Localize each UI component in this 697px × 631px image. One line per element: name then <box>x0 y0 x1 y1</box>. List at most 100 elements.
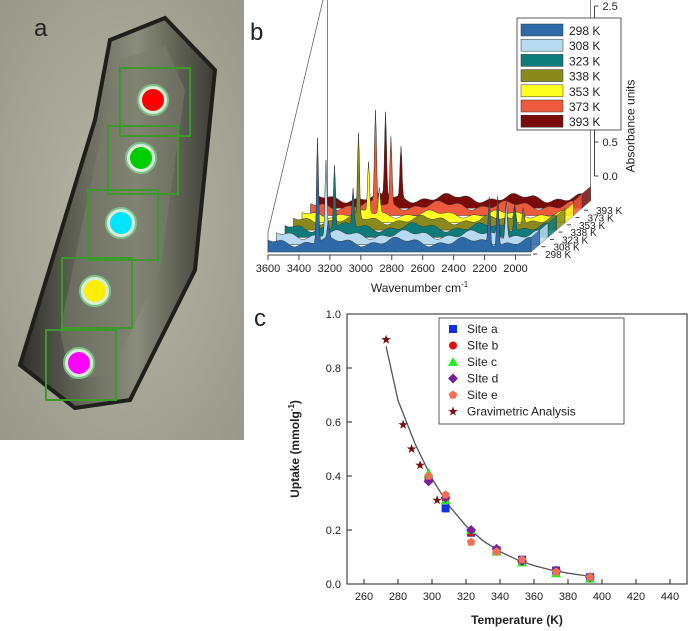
x-tick-label: 400 <box>593 591 611 603</box>
depth-label: 323 K <box>562 235 588 246</box>
legend-label: Site c <box>467 355 497 369</box>
legend-box <box>438 317 625 425</box>
x-tick-label: 3000 <box>349 263 373 275</box>
legend-label: SIte b <box>467 339 499 353</box>
y-axis-title-sup: -1 <box>287 404 296 412</box>
legend-label: 338 K <box>569 70 600 84</box>
y-tick-label: 0.6 <box>326 417 341 429</box>
legend-label: 373 K <box>569 100 600 114</box>
legend-swatch <box>520 114 564 128</box>
point-gravimetric-analysis <box>381 334 391 344</box>
point-site-e <box>551 567 561 576</box>
site-d-marker <box>130 147 152 169</box>
x-tick-label: 300 <box>423 591 441 603</box>
point-gravimetric-analysis <box>432 495 442 505</box>
point-site-e <box>492 547 501 556</box>
x-tick-label: 2800 <box>380 263 404 275</box>
y-tick-label: 0.4 <box>326 471 341 483</box>
x-tick-label: 2600 <box>410 263 434 275</box>
point-gravimetric-analysis <box>406 444 417 453</box>
spectrum-298k <box>267 137 532 253</box>
legend-marker <box>448 390 458 399</box>
legend-label: 353 K <box>569 85 600 99</box>
site-b-marker <box>84 280 106 302</box>
point-gravimetric-analysis <box>415 460 425 470</box>
depth-label: 308 K <box>554 243 580 254</box>
x-tick-label: 340 <box>491 591 509 603</box>
z-tick-label: 0.5 <box>603 137 618 149</box>
x-tick-label: 3600 <box>256 263 280 275</box>
depth-label: 353 K <box>579 221 605 232</box>
panel-label-a: a <box>34 15 48 42</box>
point-site-e <box>517 555 527 564</box>
depth-label: 393 K <box>596 206 622 217</box>
point-site-e <box>466 537 476 546</box>
legend-marker <box>449 325 457 333</box>
spectra-3d-chart: 3600 3400 3200 3000 2800 2600 2400 2200 2000 Wave… <box>250 0 638 295</box>
z-axis-title: Absorbance units <box>624 80 638 173</box>
y-tick-label: 0.2 <box>326 525 341 537</box>
depth-label: 298 K <box>545 250 571 261</box>
panel-label-b: b <box>250 19 263 46</box>
spectrum-side-6 <box>581 186 591 209</box>
y-axis-title: Uptake (mmolg-1) <box>287 400 302 498</box>
plot-frame <box>346 313 688 585</box>
x-tick-label: 3400 <box>287 263 311 275</box>
site-e-box <box>119 67 191 137</box>
crystal-micrograph: a <box>0 0 244 440</box>
legend-marker <box>449 341 457 350</box>
x-axis-title-sup: -1 <box>461 280 469 289</box>
legend-label: 323 K <box>569 54 600 68</box>
legend-swatch <box>520 84 564 98</box>
legend-label: 298 K <box>569 24 600 38</box>
legend-swatch <box>520 54 564 67</box>
x-tick-label: 260 <box>355 591 373 603</box>
legend-swatch <box>520 69 564 82</box>
legend-swatch <box>520 38 564 52</box>
x-tick-label: 440 <box>661 591 679 603</box>
depth-label: 373 K <box>588 214 614 225</box>
depth-label: 338 K <box>571 228 597 239</box>
legend-swatch <box>520 23 564 37</box>
point-gravimetric-analysis <box>398 419 408 429</box>
legend-marker <box>448 357 458 366</box>
y-axis-title-end: ) <box>288 400 302 404</box>
x-axis-title: Temperature (K) <box>471 613 563 627</box>
fit-curve <box>385 346 591 578</box>
uptake-scatter-chart: 260 280 300 320 340 360 380 400 420 440 0.0 0.2 0.4 0… <box>254 305 688 627</box>
point-site-e <box>585 572 595 581</box>
y-tick-label: 0.8 <box>326 363 341 375</box>
z-tick-label: 2.5 <box>603 1 618 13</box>
legend-label: 393 K <box>569 115 600 129</box>
legend-label: SIte d <box>467 372 498 386</box>
legend-label: Site e <box>467 388 498 402</box>
point-site-a <box>441 504 450 513</box>
x-tick-label: 2200 <box>472 263 496 275</box>
z-tick-label: 0.0 <box>603 171 618 183</box>
x-tick-label: 420 <box>627 591 645 603</box>
point-site-e <box>424 471 433 480</box>
spectrum-side-0 <box>530 229 540 253</box>
x-tick-label: 3200 <box>318 263 342 275</box>
site-a-box <box>45 329 117 401</box>
site-a-marker <box>68 352 90 374</box>
site-c-marker <box>110 212 132 234</box>
point-site-e <box>441 490 450 499</box>
site-e-marker <box>142 89 164 111</box>
x-tick-label: 2400 <box>441 263 465 275</box>
x-tick-label: 380 <box>559 591 577 603</box>
legend-label: Site a <box>467 322 498 336</box>
site-c-box <box>87 189 159 261</box>
legend-label: 308 K <box>569 39 600 53</box>
site-d-box <box>107 125 179 195</box>
legend-marker <box>448 406 458 416</box>
site-b-box <box>61 257 133 329</box>
y-tick-label: 0.0 <box>326 579 341 591</box>
x-tick-label: 320 <box>457 591 475 603</box>
legend-label: Gravimetric Analysis <box>467 405 576 419</box>
legend-swatch <box>520 99 564 113</box>
x-axis-title: Wavenumber cm-1 <box>371 280 469 295</box>
x-tick-label: 2000 <box>503 263 527 275</box>
legend-marker <box>448 373 458 384</box>
y-tick-label: 1.0 <box>326 309 341 321</box>
